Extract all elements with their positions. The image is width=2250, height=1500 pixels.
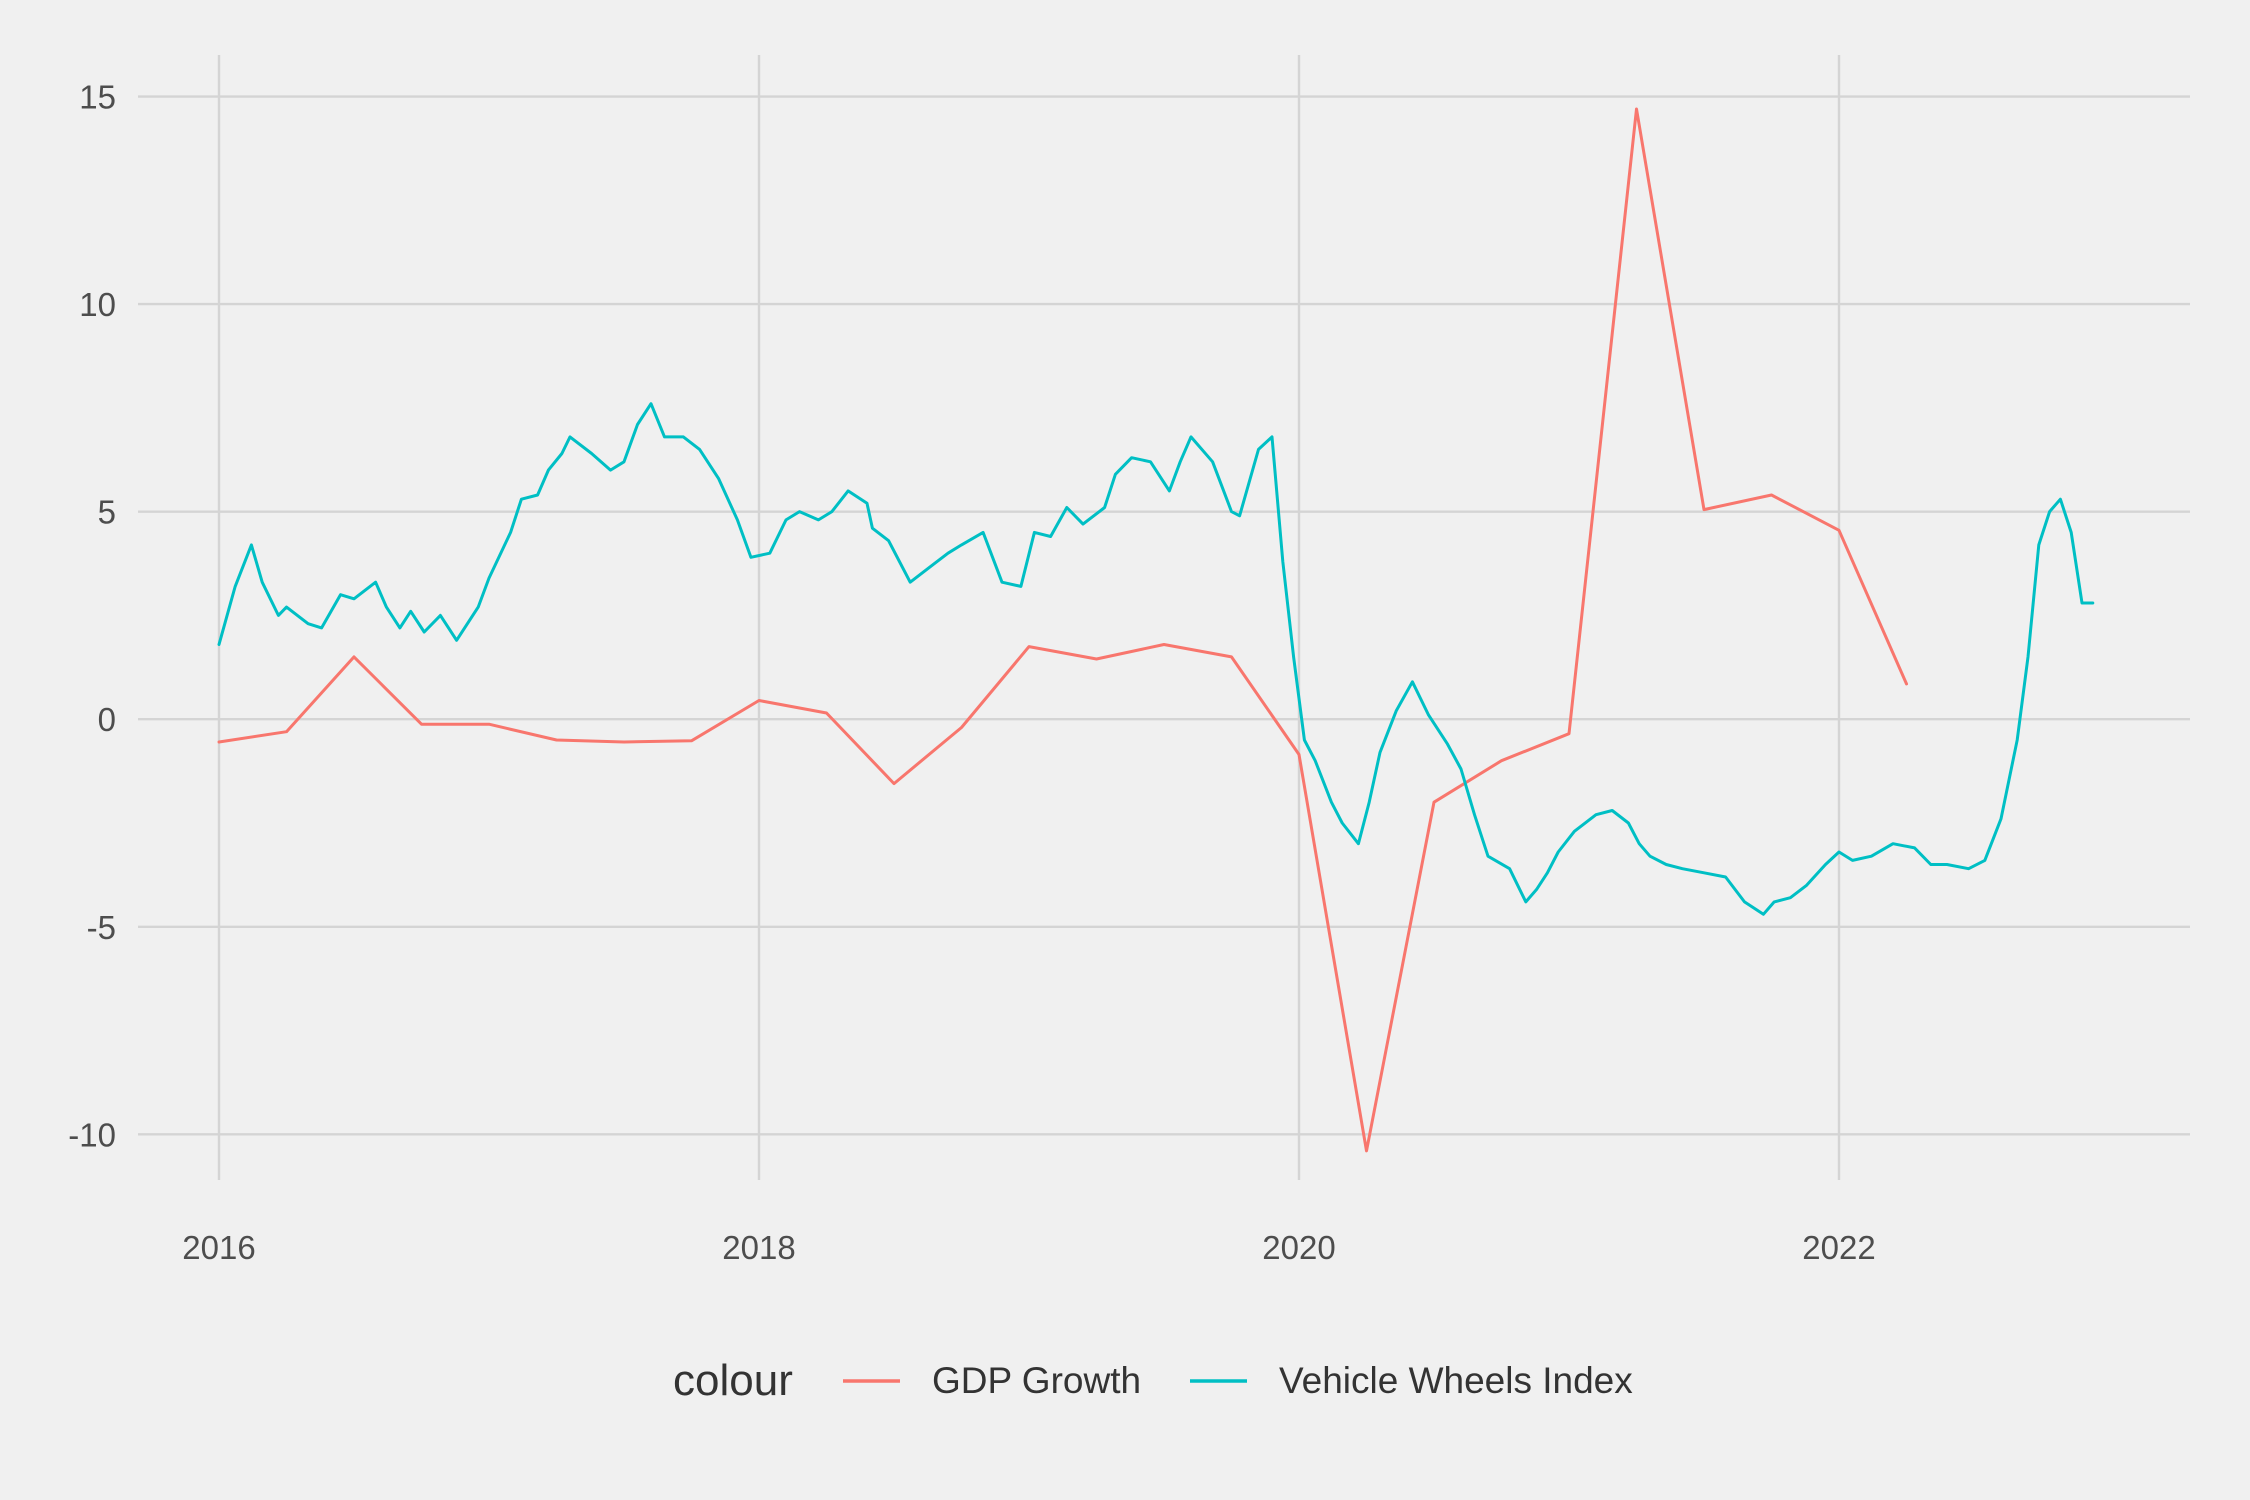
series-lines bbox=[217, 107, 2095, 1153]
y-tick-label: -10 bbox=[68, 1116, 116, 1153]
y-tick-label: -5 bbox=[87, 909, 116, 946]
x-tick-label: 2018 bbox=[722, 1229, 795, 1266]
y-tick-label: 10 bbox=[79, 286, 116, 323]
axis-tick-labels: -10 -5 0 5 10 15 2016 2018 2020 2022 bbox=[68, 79, 1875, 1266]
legend-label-gdp-growth: GDP Growth bbox=[932, 1360, 1141, 1401]
y-tick-label: 0 bbox=[98, 701, 116, 738]
series-line-gdp-growth bbox=[217, 107, 1908, 1153]
x-tick-label: 2016 bbox=[182, 1229, 255, 1266]
legend: colour GDP Growth Vehicle Wheels Index bbox=[673, 1356, 1633, 1405]
y-tick-label: 15 bbox=[79, 79, 116, 116]
x-tick-label: 2022 bbox=[1802, 1229, 1875, 1266]
grid-lines bbox=[138, 55, 2190, 1180]
series-line-vehicle-wheels-index bbox=[217, 402, 2095, 916]
legend-title: colour bbox=[673, 1356, 793, 1405]
x-tick-label: 2020 bbox=[1262, 1229, 1335, 1266]
y-tick-label: 5 bbox=[98, 494, 116, 531]
legend-label-vehicle-wheels-index: Vehicle Wheels Index bbox=[1279, 1360, 1633, 1401]
